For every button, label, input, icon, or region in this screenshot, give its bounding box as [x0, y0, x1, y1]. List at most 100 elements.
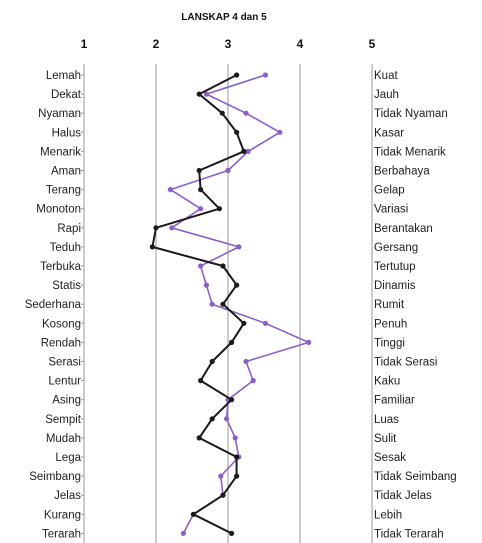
left-label: Kosong [42, 318, 81, 330]
x-tick-label: 4 [297, 37, 304, 51]
left-label: Sempit [45, 414, 82, 426]
left-label: Nyaman [38, 108, 81, 120]
data-point [219, 110, 225, 116]
data-point [243, 358, 249, 365]
x-tick-label: 5 [369, 37, 376, 51]
data-point [196, 91, 202, 97]
right-label: Tidak Nyaman [374, 108, 448, 120]
data-point [198, 206, 204, 212]
right-label: Jauh [374, 89, 399, 101]
left-labels: Lemah Dekat Nyaman Halus Menarik Aman Terang Mo… [25, 70, 82, 540]
right-label: Berantakan [374, 223, 433, 235]
data-point [241, 148, 247, 154]
left-label: Asing [52, 395, 81, 407]
data-point [223, 416, 230, 422]
left-label: Teduh [50, 242, 81, 254]
right-label: Tidak Serasi [374, 357, 438, 369]
series-line [169, 74, 310, 534]
left-label: Halus [52, 127, 82, 139]
right-label: Dinamis [374, 280, 416, 292]
left-label: Aman [51, 166, 81, 178]
right-label: Kuat [374, 70, 398, 82]
data-point [262, 72, 269, 78]
data-point [153, 225, 159, 231]
right-label: Sesak [374, 452, 406, 464]
right-label: Tidak Seimbang [374, 471, 457, 483]
right-label: Gelap [374, 185, 405, 197]
left-label: Monoton [36, 204, 81, 216]
data-point [229, 397, 235, 403]
data-point [229, 339, 235, 345]
left-label: Jelas [54, 490, 81, 502]
data-point [198, 263, 204, 269]
left-label: Lentur [48, 376, 81, 388]
data-point [306, 339, 312, 345]
data-point [234, 454, 240, 460]
data-point [245, 148, 251, 154]
right-label: Sulit [374, 433, 397, 445]
left-label: Mudah [46, 433, 81, 445]
left-label: Terang [46, 185, 81, 197]
left-label: Terarah [42, 528, 81, 540]
data-point [180, 530, 186, 537]
chart-title: LANSKAP 4 dan 5 [181, 12, 267, 23]
data-point [236, 244, 242, 250]
data-point [167, 187, 173, 193]
data-point [203, 282, 209, 288]
series-layer [149, 72, 312, 537]
right-labels: Kuat Jauh Tidak Nyaman Kasar Tidak Menarik Be… [374, 70, 457, 540]
data-point [209, 358, 215, 365]
series-0 [149, 72, 247, 537]
left-label: Dekat [51, 89, 82, 101]
data-point [198, 187, 204, 193]
left-label: Lemah [46, 70, 81, 82]
series-line [151, 74, 245, 535]
right-label: Kasar [374, 127, 404, 139]
left-label: Terbuka [40, 261, 82, 273]
data-point [234, 473, 240, 479]
data-point [232, 435, 238, 441]
right-label: Tidak Terarah [374, 528, 444, 540]
data-point [277, 129, 283, 135]
right-label: Berbahaya [374, 166, 430, 178]
right-label: Tertutup [374, 261, 416, 273]
data-point [190, 511, 197, 517]
x-tick-label: 3 [225, 37, 232, 51]
left-label: Menarik [40, 146, 81, 158]
x-tick-label: 1 [81, 37, 88, 51]
data-point [216, 206, 222, 212]
left-label: Seimbang [29, 471, 81, 483]
grid-lines [81, 64, 373, 543]
right-label: Kaku [374, 376, 400, 388]
right-label: Penuh [374, 318, 407, 330]
right-label: Luas [374, 414, 399, 426]
data-point [218, 473, 224, 479]
data-point [250, 378, 256, 384]
data-point [229, 530, 235, 537]
x-tick-labels: 1 2 3 4 5 [81, 37, 376, 51]
data-point [196, 435, 202, 441]
data-point [209, 301, 215, 307]
data-point [209, 416, 215, 422]
x-tick-label: 2 [153, 37, 160, 51]
left-label: Kurang [44, 509, 81, 521]
right-label: Variasi [374, 204, 408, 216]
data-point [243, 110, 249, 116]
left-label: Sederhana [25, 299, 82, 311]
right-label: Tinggi [374, 337, 405, 349]
data-point [241, 320, 247, 326]
right-label: Tidak Menarik [374, 146, 446, 158]
right-label: Gersang [374, 242, 418, 254]
right-label: Tidak Jelas [374, 490, 432, 502]
data-point [169, 225, 175, 231]
data-point [220, 301, 226, 307]
left-label: Statis [52, 280, 81, 292]
left-label: Lega [55, 452, 81, 464]
left-label: Serasi [48, 357, 81, 369]
data-point [149, 244, 155, 250]
data-point [262, 320, 269, 326]
right-label: Rumit [374, 299, 405, 311]
left-label: Rendah [41, 337, 81, 349]
